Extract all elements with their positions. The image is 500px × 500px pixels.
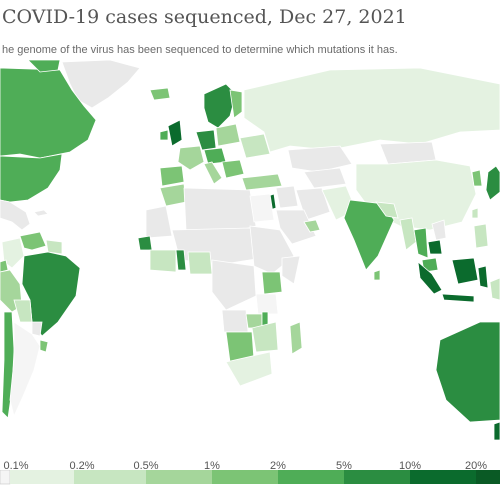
legend-label-0: 0.1% — [3, 460, 29, 472]
canada-islands[interactable] — [27, 60, 61, 73]
japan[interactable] — [485, 165, 500, 201]
legend-label-2: 0.5% — [133, 460, 159, 472]
legend-color-bar — [0, 470, 500, 485]
map-subtitle: he genome of the virus has been sequence… — [2, 44, 398, 56]
finland[interactable] — [229, 89, 243, 119]
balkans[interactable] — [221, 159, 245, 179]
saudi-arabia[interactable] — [275, 209, 317, 245]
algeria-libya[interactable] — [183, 187, 257, 235]
brazil[interactable] — [21, 251, 81, 337]
new-zealand-edge[interactable] — [493, 421, 500, 441]
legend-swatch-1 — [10, 470, 74, 484]
usa[interactable] — [0, 153, 63, 203]
norway-sweden[interactable] — [203, 83, 237, 129]
papua[interactable] — [489, 277, 500, 301]
sri-lanka[interactable] — [373, 269, 381, 281]
gulf-states[interactable] — [303, 219, 321, 233]
taiwan[interactable] — [471, 207, 479, 219]
legend-label-3: 1% — [204, 460, 220, 472]
mexico[interactable] — [0, 199, 31, 231]
france[interactable] — [177, 145, 205, 171]
vietnam[interactable] — [431, 219, 447, 241]
legend-swatch-3 — [146, 470, 212, 484]
legend-label-5: 5% — [336, 460, 352, 472]
nepal-bangladesh[interactable] — [375, 201, 399, 219]
colombia[interactable] — [1, 237, 25, 269]
legend-label-4: 2% — [270, 460, 286, 472]
cambodia[interactable] — [427, 239, 443, 255]
iraq-syria[interactable] — [275, 185, 299, 209]
greenland[interactable] — [61, 60, 141, 109]
madagascar[interactable] — [289, 321, 303, 355]
uruguay[interactable] — [39, 339, 49, 353]
ghana[interactable] — [175, 249, 187, 271]
australia[interactable] — [435, 321, 500, 423]
angola[interactable] — [221, 309, 249, 333]
turkey[interactable] — [241, 173, 283, 191]
legend-label-7: 20% — [464, 460, 488, 472]
kazakhstan[interactable] — [287, 145, 353, 173]
senegal-gambia[interactable] — [137, 235, 153, 251]
italy[interactable] — [203, 161, 223, 185]
zimbabwe-mozambique[interactable] — [251, 321, 279, 353]
tanzania[interactable] — [255, 293, 279, 315]
venezuela[interactable] — [19, 231, 47, 251]
philippines[interactable] — [473, 223, 489, 249]
java[interactable] — [441, 293, 475, 303]
central-asia[interactable] — [303, 167, 347, 189]
legend-swatch-4 — [212, 470, 278, 484]
world-map — [0, 60, 500, 441]
thailand[interactable] — [413, 227, 429, 259]
borneo[interactable] — [451, 257, 479, 285]
korea[interactable] — [471, 169, 483, 187]
sahel[interactable] — [171, 227, 263, 265]
morocco[interactable] — [159, 183, 187, 207]
guyanas[interactable] — [45, 239, 63, 255]
legend-swatch-8 — [476, 470, 500, 484]
paraguay[interactable] — [31, 321, 43, 337]
legend-swatch-7 — [410, 470, 476, 484]
egypt[interactable] — [249, 193, 275, 223]
legend-swatch-6 — [344, 470, 410, 484]
sumatra[interactable] — [417, 261, 443, 295]
sulawesi[interactable] — [477, 265, 489, 289]
somalia[interactable] — [281, 255, 301, 285]
argentina[interactable] — [9, 321, 41, 418]
legend-swatch-2 — [74, 470, 146, 484]
legend-label-1: 0.2% — [69, 460, 95, 472]
legend-swatch-0 — [0, 470, 11, 485]
iberia[interactable] — [159, 165, 185, 187]
poland-baltics[interactable] — [215, 123, 241, 147]
legend-swatch-5 — [278, 470, 344, 484]
ukraine-belarus[interactable] — [239, 133, 271, 159]
canada[interactable] — [0, 67, 97, 159]
kenya[interactable] — [261, 271, 283, 295]
legend-label-6: 10% — [398, 460, 422, 472]
uk[interactable] — [167, 119, 183, 147]
iceland[interactable] — [149, 87, 171, 101]
western-sahara-mauritania[interactable] — [145, 205, 173, 239]
map-title: COVID-19 cases sequenced, Dec 27, 2021 — [2, 6, 407, 28]
west-africa[interactable] — [149, 249, 177, 273]
central-africa[interactable] — [211, 259, 257, 311]
south-africa[interactable] — [225, 351, 273, 387]
bolivia[interactable] — [13, 299, 33, 323]
caribbean[interactable] — [33, 209, 49, 217]
nigeria[interactable] — [187, 251, 213, 275]
germany-benelux[interactable] — [195, 129, 217, 151]
russia[interactable] — [243, 67, 500, 153]
ireland[interactable] — [159, 129, 169, 141]
